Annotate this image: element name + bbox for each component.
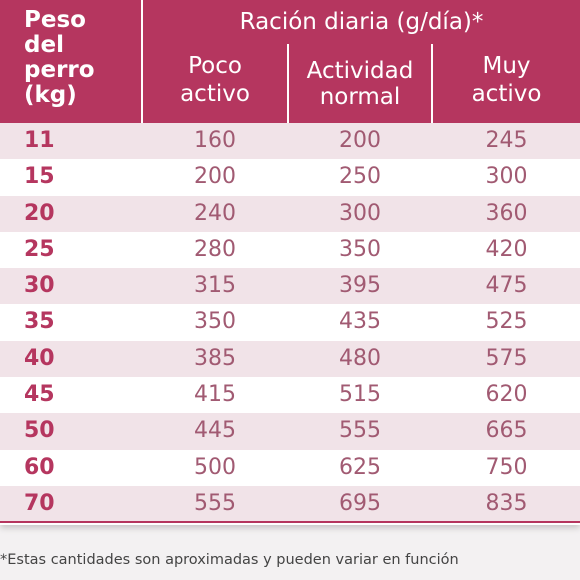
weight-cell: 70 (24, 490, 55, 516)
value-poco-activo: 415 (194, 382, 236, 408)
footnote: *Estas cantidades son aproximadas y pued… (0, 552, 459, 568)
table-row: 25 280 350 420 (0, 231, 580, 269)
value-actividad-normal: 350 (339, 236, 381, 262)
value-muy-activo: 300 (485, 164, 528, 190)
table-row: 45 415 515 620 (0, 377, 580, 414)
value-actividad-normal: 480 (339, 345, 381, 371)
weight-column-header: Peso del perro (kg) (24, 8, 134, 108)
weight-cell: 11 (24, 128, 55, 153)
table-row: 30 315 395 475 (0, 268, 580, 305)
value-poco-activo: 315 (194, 273, 236, 299)
weight-cell: 60 (24, 454, 55, 480)
value-poco-activo: 280 (194, 236, 236, 262)
column-header-line: Poco (188, 53, 242, 79)
value-actividad-normal: 435 (339, 309, 381, 335)
column-header-muy-activo: Muy activo (433, 52, 580, 108)
value-muy-activo: 475 (485, 273, 528, 299)
weight-header-line: Peso (24, 7, 86, 33)
value-muy-activo: 575 (485, 345, 528, 371)
weight-cell: 50 (24, 418, 55, 444)
weight-cell: 20 (24, 200, 55, 226)
table-row: 20 240 300 360 (0, 195, 580, 232)
value-poco-activo: 350 (194, 309, 236, 335)
column-header-line: activo (471, 81, 542, 107)
value-poco-activo: 445 (194, 418, 236, 444)
table-row: 60 500 625 750 (0, 449, 580, 486)
table-bottom-rule (0, 521, 580, 523)
value-muy-activo: 360 (485, 200, 528, 226)
table-body: 11 160 200 245 15 200 250 300 20 240 300 360 25 280 35… (0, 123, 580, 523)
value-actividad-normal: 515 (339, 382, 381, 408)
daily-ration-header: Ración diaria (g/día)* (239, 9, 484, 35)
value-actividad-normal: 200 (339, 128, 381, 153)
value-poco-activo: 200 (194, 164, 236, 190)
value-actividad-normal: 395 (339, 273, 381, 299)
weight-header-line: (kg) (24, 82, 77, 108)
value-muy-activo: 835 (485, 490, 528, 516)
column-header-line: Actividad (306, 58, 414, 84)
weight-cell: 45 (24, 382, 55, 408)
value-poco-activo: 160 (194, 128, 236, 153)
header-divider (141, 0, 143, 123)
column-header-line: activo (180, 81, 250, 107)
value-actividad-normal: 555 (339, 418, 381, 444)
weight-cell: 15 (24, 164, 55, 190)
value-actividad-normal: 300 (339, 200, 381, 226)
column-header-line: normal (319, 84, 401, 110)
value-poco-activo: 555 (194, 490, 236, 516)
column-header-actividad-normal: Actividad normal (289, 58, 431, 110)
value-actividad-normal: 250 (339, 164, 381, 190)
table-row: 15 200 250 300 (0, 159, 580, 196)
table-row: 50 445 555 665 (0, 413, 580, 450)
weight-cell: 35 (24, 309, 55, 335)
column-header-line: Muy (482, 53, 531, 79)
table-row: 35 350 435 525 (0, 304, 580, 341)
header-divider (287, 44, 289, 123)
table-row: 70 555 695 835 (0, 485, 580, 523)
table-row: 40 385 480 575 (0, 340, 580, 378)
column-header-poco-activo: Poco activo (143, 52, 287, 108)
value-actividad-normal: 625 (339, 454, 381, 480)
weight-cell: 25 (24, 236, 55, 262)
value-muy-activo: 620 (485, 382, 528, 408)
value-muy-activo: 525 (485, 309, 528, 335)
value-poco-activo: 240 (194, 200, 236, 226)
weight-header-line: perro (24, 57, 95, 83)
table-header: Peso del perro (kg) Ración diaria (g/día… (0, 0, 580, 123)
value-muy-activo: 420 (485, 236, 528, 262)
weight-cell: 40 (24, 345, 55, 371)
weight-header-line: del (24, 32, 64, 58)
feeding-table: Peso del perro (kg) Ración diaria (g/día… (0, 0, 580, 525)
value-muy-activo: 750 (485, 454, 528, 480)
value-muy-activo: 665 (485, 418, 528, 444)
weight-cell: 30 (24, 273, 55, 299)
value-poco-activo: 385 (194, 345, 236, 371)
table-row: 11 160 200 245 (0, 123, 580, 160)
value-muy-activo: 245 (485, 128, 528, 153)
value-actividad-normal: 695 (339, 490, 381, 516)
header-divider (431, 44, 433, 123)
value-poco-activo: 500 (194, 454, 236, 480)
